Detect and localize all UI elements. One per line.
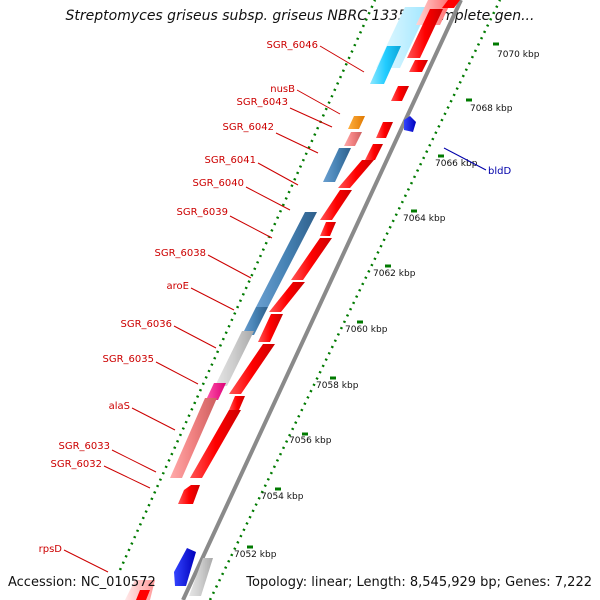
gene-label-sgr6046[interactable]: SGR_6046 — [267, 40, 319, 51]
gene-aroe — [269, 282, 305, 312]
ruler-label-7058: 7058 kbp — [316, 381, 359, 391]
band-pink-small — [344, 132, 362, 146]
gene-label-sgr6032[interactable]: SGR_6032 — [51, 459, 103, 470]
band-gray — [215, 331, 254, 386]
band-blue-1 — [323, 148, 351, 182]
leader-lines — [63, 45, 365, 573]
ruler-label-7054: 7054 kbp — [261, 492, 304, 502]
gene-label-sgr6036[interactable]: SGR_6036 — [121, 319, 173, 330]
ruler-label-7056: 7056 kbp — [289, 436, 332, 446]
ruler-label-7068: 7068 kbp — [470, 104, 513, 114]
gene-label-sgr6042[interactable]: SGR_6042 — [223, 122, 275, 133]
left-guide-line — [118, 0, 377, 571]
gene-arrow-head-b — [391, 86, 409, 101]
ruler-ticks — [247, 42, 499, 549]
gene-sgr6046 — [407, 9, 443, 58]
gene-arrow-head-a — [409, 60, 428, 72]
gene-bldd[interactable] — [404, 116, 416, 132]
gene-label-nusb[interactable]: nusB — [270, 84, 295, 95]
gene-label-sgr6041[interactable]: SGR_6041 — [205, 155, 257, 166]
gene-nusb — [376, 122, 393, 138]
gene-sgr6040 — [338, 160, 374, 188]
gene-bottom-gray[interactable] — [189, 558, 213, 596]
ruler-label-7064: 7064 kbp — [403, 214, 446, 224]
leader-line-bldd — [443, 147, 487, 171]
gene-label-sgr6038[interactable]: SGR_6038 — [155, 248, 207, 259]
ruler-label-7062: 7062 kbp — [373, 269, 416, 279]
genome-axis — [181, 0, 463, 600]
gene-label-sgr6040[interactable]: SGR_6040 — [193, 178, 245, 189]
gene-bottom-blue[interactable] — [174, 548, 196, 586]
gene-sgr6035 — [229, 344, 275, 394]
gene-rpsd-core — [136, 590, 150, 600]
band-blue-2 — [256, 212, 317, 307]
gene-label-alas[interactable]: alaS — [109, 401, 130, 412]
red-genes[interactable] — [125, 9, 443, 600]
gene-label-bldd[interactable]: bldD — [488, 166, 511, 177]
gene-label-sgr6039[interactable]: SGR_6039 — [177, 207, 229, 218]
ruler-label-7052: 7052 kbp — [234, 550, 277, 560]
gene-sgr6036 — [258, 314, 283, 342]
right-guide-line — [208, 0, 502, 600]
gene-label-sgr6043[interactable]: SGR_6043 — [237, 97, 289, 108]
band-pink-large — [170, 398, 217, 478]
band-blue-3 — [242, 307, 268, 335]
gene-sgr6038 — [291, 238, 332, 280]
gene-label-sgr6035[interactable]: SGR_6035 — [103, 354, 155, 365]
ruler-label-7066: 7066 kbp — [435, 159, 478, 169]
gene-alas-head — [229, 396, 245, 410]
band-cyan — [370, 46, 401, 84]
ruler-label-7060: 7060 kbp — [345, 325, 388, 335]
gene-sgr6039b — [320, 222, 336, 236]
gene-label-rpsd[interactable]: rpsD — [39, 544, 63, 555]
gene-class-band — [170, 7, 429, 478]
genome-summary-text: Topology: linear; Length: 8,545,929 bp; … — [246, 575, 592, 590]
gene-label-aroe[interactable]: aroE — [167, 281, 189, 292]
ruler-label-7070: 7070 kbp — [497, 50, 540, 60]
band-magenta — [206, 383, 226, 400]
gene-top-red-tail[interactable] — [442, 0, 460, 8]
accession-text: Accession: NC_010572 — [8, 575, 156, 590]
gene-sgr6039 — [320, 190, 352, 220]
band-orange — [348, 116, 365, 129]
gene-sgr6043 — [365, 144, 383, 160]
gene-sgr6032 — [178, 485, 200, 504]
gene-alas — [190, 410, 241, 478]
gene-label-sgr6033[interactable]: SGR_6033 — [59, 441, 111, 452]
